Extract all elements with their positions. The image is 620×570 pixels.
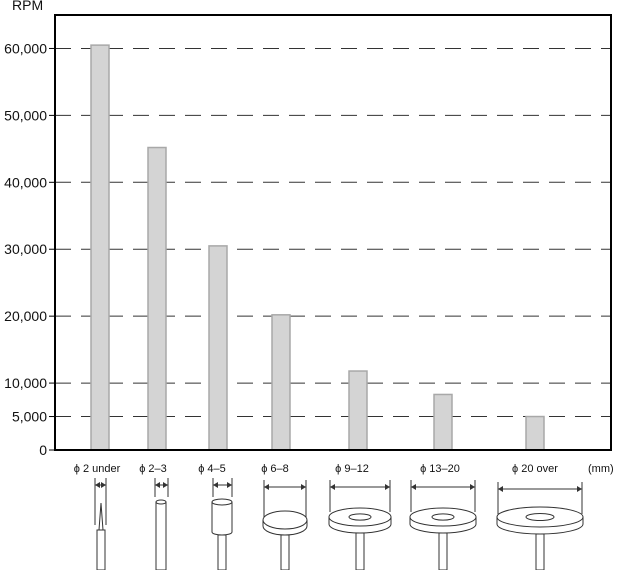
dimension-marker	[154, 478, 169, 497]
x-category-label: ϕ 4–5	[198, 463, 226, 475]
tool-disc	[262, 510, 308, 530]
tool-head-top	[211, 498, 233, 506]
y-tick-label: 40,000	[4, 174, 47, 190]
y-tick-label: 5,000	[12, 409, 47, 425]
gridlines	[55, 47, 611, 418]
dimension-marker	[497, 482, 583, 514]
tool-shank	[355, 532, 365, 570]
dimension-marker	[94, 478, 107, 525]
dimension-marker	[329, 480, 391, 512]
bar	[271, 314, 291, 451]
tool-shank	[96, 529, 106, 570]
tool-shank	[535, 533, 545, 570]
tool-disc-hole	[431, 513, 455, 521]
y-tick-label: 10,000	[4, 375, 47, 391]
y-axis-ticks: 0 5,000 10,000 20,000 30,000 40,000 50,000 60,0…	[4, 40, 55, 458]
x-category-label: ϕ 13–20	[420, 463, 460, 475]
tool-head	[155, 499, 167, 505]
bars	[90, 44, 545, 451]
tool-disc-hole	[348, 513, 372, 521]
bar	[90, 44, 110, 451]
tool-shank	[438, 532, 448, 570]
bar	[147, 146, 167, 451]
y-tick-label: 60,000	[4, 40, 47, 56]
tool-disc-hole	[525, 513, 555, 521]
y-tick-label: 20,000	[4, 308, 47, 324]
tool-shank	[217, 534, 227, 570]
x-category-label: ϕ 2 under	[74, 463, 121, 475]
tool-shank	[280, 534, 290, 570]
y-tick-label: 0	[39, 442, 47, 458]
x-category-label: ϕ 20 over	[512, 463, 558, 475]
bar	[525, 415, 545, 451]
y-tick-label: 50,000	[4, 107, 47, 123]
x-category-label: ϕ 9–12	[335, 463, 369, 475]
tool-tip	[98, 502, 104, 531]
y-tick-label: 30,000	[4, 241, 47, 257]
x-category-label: ϕ 2–3	[139, 463, 167, 475]
tool-head	[211, 502, 233, 536]
bar	[348, 370, 368, 451]
tool-illustrations	[94, 478, 584, 570]
y-axis-title: RPM	[12, 0, 43, 13]
x-category-label: ϕ 6–8	[261, 463, 289, 475]
x-axis-category-labels: ϕ 2 under ϕ 2–3 ϕ 4–5 ϕ 6–8 ϕ 9–12 ϕ 13–20 ϕ 2…	[74, 463, 559, 475]
tool-shank	[155, 501, 167, 570]
plot-frame	[54, 14, 612, 451]
dimension-marker	[263, 480, 307, 517]
dimension-marker	[410, 480, 476, 512]
dimension-marker	[212, 478, 233, 497]
x-axis-unit: (mm)	[588, 463, 614, 475]
bar	[208, 245, 228, 451]
bar	[433, 393, 453, 451]
